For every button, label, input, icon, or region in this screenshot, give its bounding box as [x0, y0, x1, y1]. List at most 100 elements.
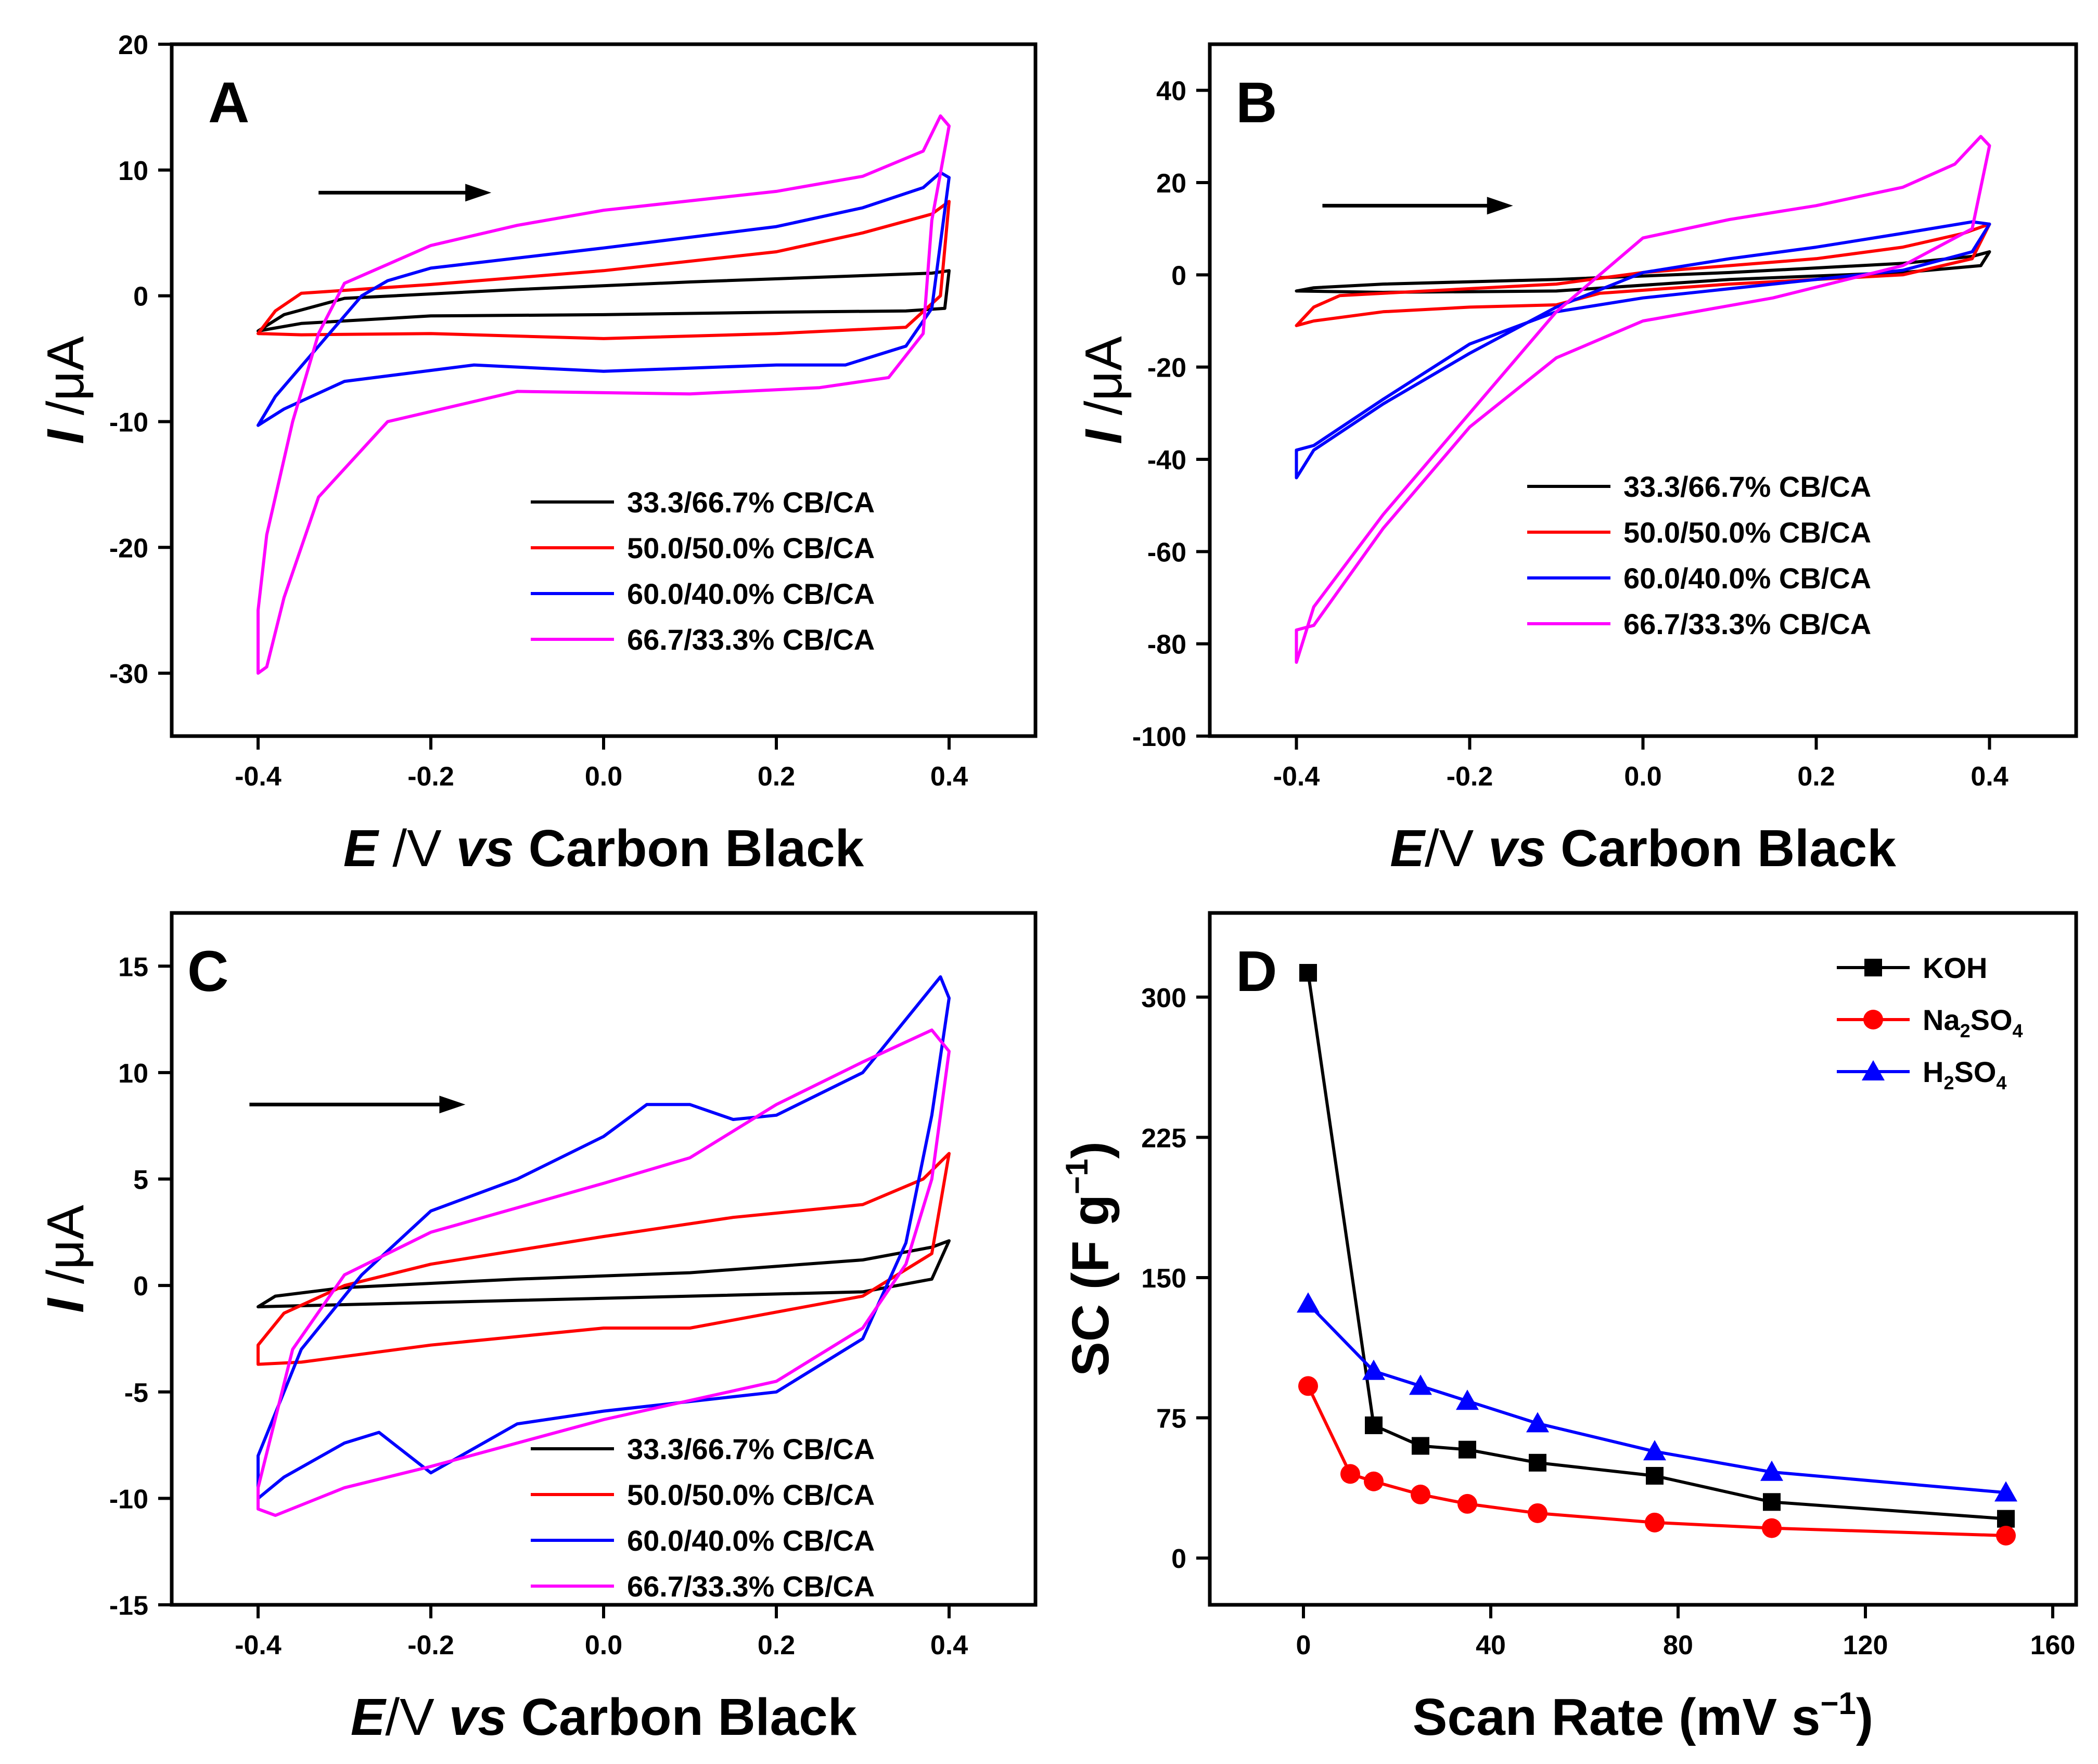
legend-label-3: 66.7/33.3% CB/CA: [627, 623, 875, 656]
y-tick-label: 150: [1141, 1264, 1186, 1294]
series-2-marker: [1994, 1481, 2017, 1502]
y-axis-label: SC (F g−1): [1059, 1141, 1120, 1376]
y-tick-label: 20: [118, 30, 148, 60]
x-label-vs: vs: [1488, 819, 1546, 878]
series-line-2: [1295, 220, 1991, 480]
x-tick-label: 0.2: [758, 762, 795, 792]
y-tick-label: -30: [109, 659, 148, 689]
series-1-marker: [1645, 1512, 1665, 1533]
legend-text-part: SO: [1971, 1003, 2013, 1036]
series-line-0: [257, 1239, 951, 1309]
x-tick-label: 0.4: [930, 762, 968, 792]
panel-a: -0.4 -0.2 0.0 0.2 0.4 20 10 0 -10 -20 -30 A 33.3/66.…: [36, 30, 1038, 878]
series-1-marker: [1762, 1518, 1782, 1538]
x-label-end: Carbon Black: [514, 819, 864, 878]
x-tick-label: -0.4: [1273, 762, 1320, 792]
x-tick-label: 0.0: [585, 1630, 622, 1660]
legend-label-0: 33.3/66.7% CB/CA: [1623, 470, 1871, 503]
legend-label-2: 60.0/40.0% CB/CA: [627, 577, 875, 610]
x-label-italic: E: [343, 819, 380, 878]
x-axis-label: E/V vs Carbon Black: [1390, 819, 1896, 878]
x-axis-label: E /V vs Carbon Black: [343, 819, 864, 878]
y-label-text: /μA: [1074, 336, 1133, 430]
plot-frame: [170, 911, 1038, 1607]
y-tick-label: 20: [1156, 169, 1186, 199]
legend-label-1: 50.0/50.0% CB/CA: [627, 1478, 875, 1511]
series-0-marker: [1459, 1440, 1476, 1459]
x-label-end: Carbon Black: [507, 1688, 857, 1746]
legend-subscript: 4: [1996, 1072, 2006, 1093]
series-line-3: [257, 1028, 951, 1517]
y-tick-label: 0: [1171, 1544, 1186, 1574]
y-tick-label: -20: [1147, 353, 1186, 383]
arrow-head: [1487, 197, 1513, 215]
x-tick-label: 0.2: [758, 1630, 795, 1660]
y-tick-label: 300: [1141, 983, 1186, 1013]
y-label-text: SC (F g: [1061, 1194, 1120, 1376]
series-2-marker: [1456, 1389, 1479, 1410]
series-0-marker: [1365, 1416, 1383, 1434]
x-tick-label: 160: [2030, 1630, 2076, 1660]
x-tick-label: -0.4: [235, 1630, 282, 1660]
legend: 33.3/66.7% CB/CA 50.0/50.0% CB/CA 60.0/40.…: [531, 1433, 875, 1603]
y-label-italic: I: [36, 429, 95, 444]
y-tick-label: 10: [118, 156, 148, 186]
y-tick-label: 5: [133, 1165, 148, 1195]
y-label-superscript: −1: [1059, 1158, 1094, 1194]
legend-marker-1: [1863, 1010, 1883, 1029]
plot-area: [1297, 964, 2017, 1546]
plot-frame: [1208, 42, 2078, 738]
y-tick-label: -80: [1147, 630, 1186, 660]
x-label-italic: E: [351, 1688, 387, 1746]
series-2-marker: [1409, 1374, 1432, 1395]
arrow-head: [465, 184, 492, 202]
series-2-marker: [1297, 1292, 1320, 1313]
y-label-end: ): [1061, 1141, 1120, 1158]
legend-marker-2: [1862, 1060, 1885, 1080]
y-label-text: /μA: [36, 1205, 95, 1298]
x-tick-label: -0.2: [407, 762, 454, 792]
series-0-marker: [1646, 1466, 1664, 1485]
y-tick-label: -100: [1132, 722, 1186, 752]
y-axis-label: I /μA: [36, 1205, 95, 1313]
x-tick-label: -0.2: [1447, 762, 1493, 792]
legend-label-2: H2SO4: [1923, 1055, 2006, 1093]
y-tick-label: 75: [1156, 1404, 1186, 1434]
x-label-text: Scan Rate (mV s: [1413, 1688, 1821, 1746]
legend-label-1: Na2SO4: [1923, 1003, 2023, 1041]
y-tick-label: -10: [109, 1484, 148, 1514]
series-line-3: [1295, 135, 1991, 664]
legend-text-part: KOH: [1923, 951, 1987, 984]
series-line-1: [257, 200, 951, 340]
series-2-marker: [1526, 1412, 1549, 1433]
panel-label: D: [1236, 939, 1277, 1003]
legend: 33.3/66.7% CB/CA 50.0/50.0% CB/CA 60.0/40.…: [531, 486, 875, 656]
arrow-head: [439, 1096, 466, 1114]
x-label-text: /V: [378, 819, 456, 878]
x-tick-label: 40: [1476, 1630, 1506, 1660]
y-tick-label: -20: [109, 533, 148, 563]
series-0-marker: [1412, 1437, 1429, 1455]
x-tick-label: 0.0: [1624, 762, 1661, 792]
legend-marker-0: [1864, 959, 1882, 976]
x-label-vs: vs: [456, 819, 514, 878]
legend-label-1: 50.0/50.0% CB/CA: [627, 532, 875, 564]
panel-b: -0.4 -0.2 0.0 0.2 0.4 40 20 0 -20 -40 -60 -80 -100 B 3…: [1074, 42, 2078, 878]
y-tick-label: -5: [124, 1378, 148, 1408]
panel-label: A: [208, 71, 249, 135]
legend-text-part: H: [1923, 1055, 1943, 1088]
series-1-marker: [1411, 1484, 1430, 1504]
legend-subscript: 2: [1943, 1072, 1954, 1093]
legend-label-0: 33.3/66.7% CB/CA: [627, 486, 875, 519]
series-line-3: [257, 114, 951, 675]
legend-label-1: 50.0/50.0% CB/CA: [1623, 516, 1871, 549]
x-label-end: ): [1856, 1688, 1873, 1746]
x-label-end: Carbon Black: [1546, 819, 1896, 878]
legend-subscript: 2: [1960, 1020, 1971, 1041]
legend-text-part: Na: [1923, 1003, 1960, 1036]
legend-text-part: SO: [1954, 1055, 1996, 1088]
legend-label-3: 66.7/33.3% CB/CA: [627, 1570, 875, 1603]
sweep-direction-arrow: [1322, 197, 1513, 215]
